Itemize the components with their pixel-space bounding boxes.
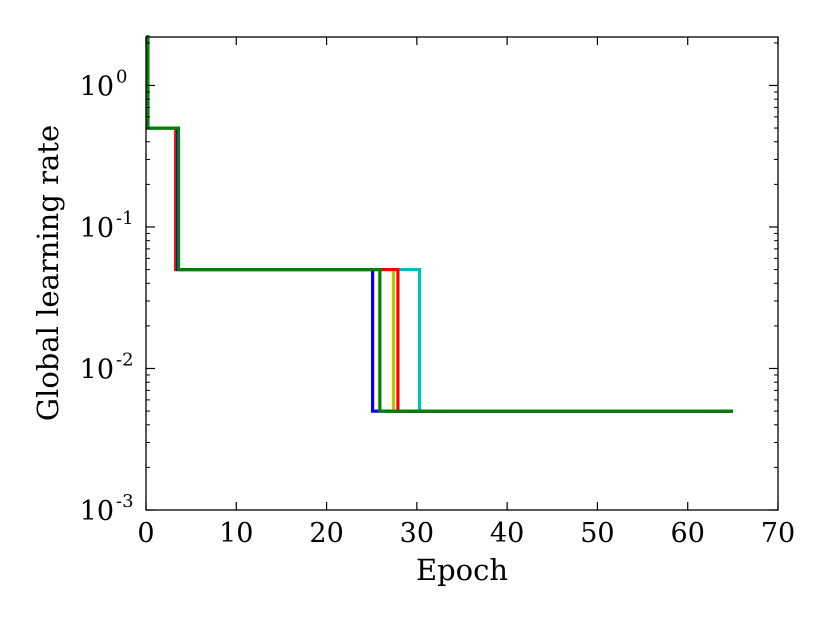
x-tick-label: 0 — [137, 518, 154, 549]
x-ticks: 0 10 20 30 40 50 60 70 — [137, 37, 795, 549]
y-tick-label: 10 — [80, 71, 114, 102]
series-line-5 — [146, 35, 733, 413]
x-tick-label: 30 — [400, 518, 434, 549]
y-axis-label: Global learning rate — [31, 125, 65, 421]
x-tick-label: 40 — [490, 518, 524, 549]
x-tick-label: 50 — [580, 518, 614, 549]
y-tick-label: 10 — [80, 354, 114, 385]
x-tick-label: 70 — [761, 518, 795, 549]
plot-frame — [145, 36, 779, 511]
plot-background — [146, 37, 778, 510]
y-tick-label: 10 — [80, 213, 114, 244]
y-tick-exponent: -2 — [116, 349, 134, 370]
x-tick-label: 10 — [219, 518, 253, 549]
y-tick-exponent: 0 — [116, 66, 127, 87]
x-axis-label: Epoch — [416, 553, 508, 587]
series-layer — [146, 35, 733, 413]
y-tick-exponent: -1 — [116, 208, 134, 229]
x-tick-label: 20 — [309, 518, 343, 549]
y-tick-label: 10 — [80, 496, 114, 527]
y-tick-exponent: -3 — [116, 491, 134, 512]
x-tick-label: 60 — [671, 518, 705, 549]
